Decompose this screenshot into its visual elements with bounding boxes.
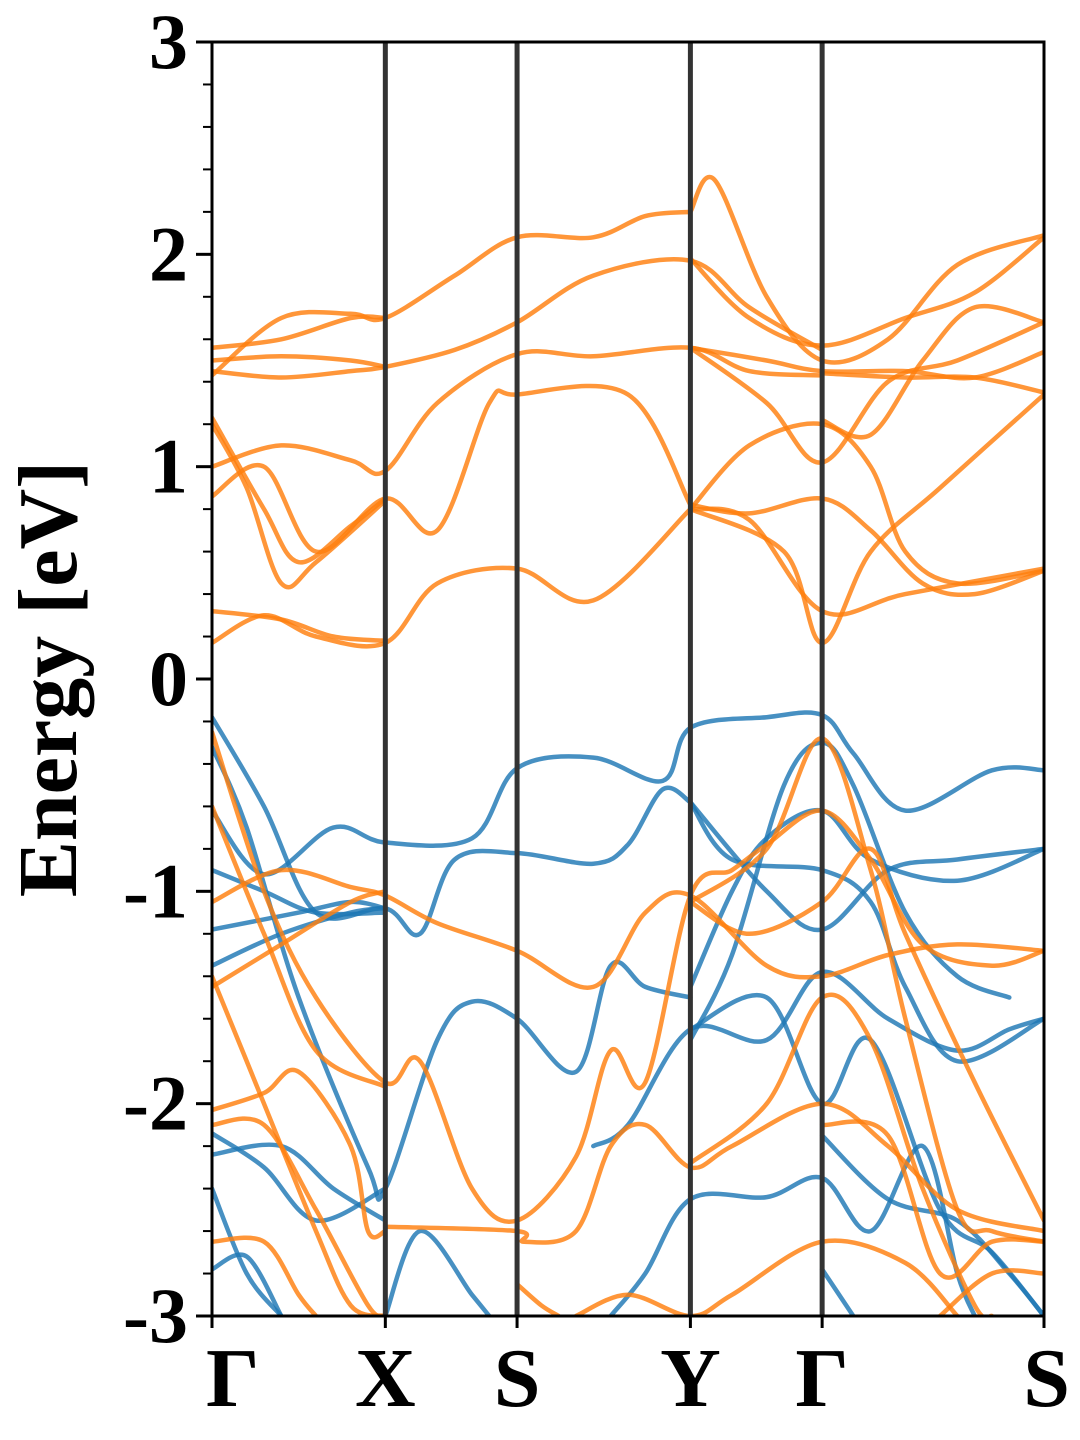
- x-tick-label: Γ: [206, 1332, 259, 1425]
- y-tick-label: -3: [123, 1272, 188, 1359]
- conduction-band-line: [212, 209, 693, 378]
- valence-band-line: [212, 744, 693, 1202]
- y-tick-label: 3: [149, 0, 188, 85]
- valence-band-line: [212, 1142, 388, 1223]
- conduction-band-line: [212, 729, 1044, 1224]
- conduction-band-line: [212, 1116, 388, 1316]
- conduction-band-line: [688, 736, 1044, 1244]
- x-tick-label: Y: [660, 1332, 721, 1425]
- conduction-band-line: [212, 1067, 388, 1240]
- y-axis-label: Energy [eV]: [2, 461, 95, 897]
- valence-band-line: [212, 1186, 284, 1316]
- y-tick-label: 1: [149, 423, 188, 510]
- conduction-band-line: [212, 506, 693, 649]
- conduction-band-line: [212, 314, 388, 351]
- conduction-band-line: [514, 1281, 561, 1316]
- conduction-band-line: [937, 1268, 1044, 1316]
- axes: [196, 40, 1046, 1328]
- conduction-band-line: [212, 415, 388, 565]
- valence-band-line: [212, 714, 693, 938]
- conduction-band-line: [212, 974, 388, 1316]
- x-tick-label: S: [494, 1332, 541, 1425]
- conduction-band-line: [212, 1235, 319, 1316]
- valence-band-line: [212, 867, 388, 917]
- conduction-band-line: [212, 383, 693, 554]
- conduction-band-line: [212, 867, 1044, 990]
- x-tick-label: S: [1023, 1332, 1070, 1425]
- x-tick-label: Γ: [795, 1332, 848, 1425]
- conduction-band-line: [212, 608, 388, 644]
- x-tick-label: X: [355, 1332, 416, 1425]
- valence-band-line: [819, 1267, 856, 1316]
- conduction-band-line: [212, 421, 388, 590]
- conduction-band-line: [688, 495, 1044, 598]
- conduction-band-line: [212, 256, 825, 380]
- conduction-band-line: [688, 392, 1044, 646]
- conduction-band-line: [573, 1238, 960, 1316]
- band-lines: [212, 174, 1044, 1316]
- valence-band-line: [819, 1133, 1044, 1316]
- y-tick-label: -1: [123, 847, 188, 934]
- conduction-band-line: [212, 804, 388, 1089]
- valence-band-line: [688, 799, 1044, 1064]
- valence-band-line: [212, 710, 1044, 877]
- k-point-lines: [382, 42, 825, 1316]
- conduction-band-line: [819, 370, 1044, 395]
- conduction-band-line: [212, 889, 388, 990]
- conduction-band-line: [688, 992, 995, 1316]
- conduction-band-line: [688, 235, 1044, 348]
- valence-band-line: [688, 799, 1044, 933]
- valence-band-line: [212, 1252, 284, 1316]
- conduction-band-line: [819, 1119, 1044, 1280]
- y-tick-label: 0: [149, 635, 188, 722]
- conduction-band-line: [688, 320, 1044, 465]
- valence-band-line: [688, 992, 1044, 1316]
- conduction-band-line: [212, 345, 825, 477]
- y-tick-label: 2: [149, 210, 188, 297]
- valence-band-line: [383, 1228, 492, 1316]
- valence-band-line: [212, 899, 388, 932]
- conduction-band-line: [688, 846, 1044, 1223]
- conduction-band-line: [212, 354, 388, 370]
- conduction-band-line: [819, 303, 1044, 440]
- y-tick-label: -2: [123, 1060, 188, 1147]
- valence-band-line: [212, 906, 388, 968]
